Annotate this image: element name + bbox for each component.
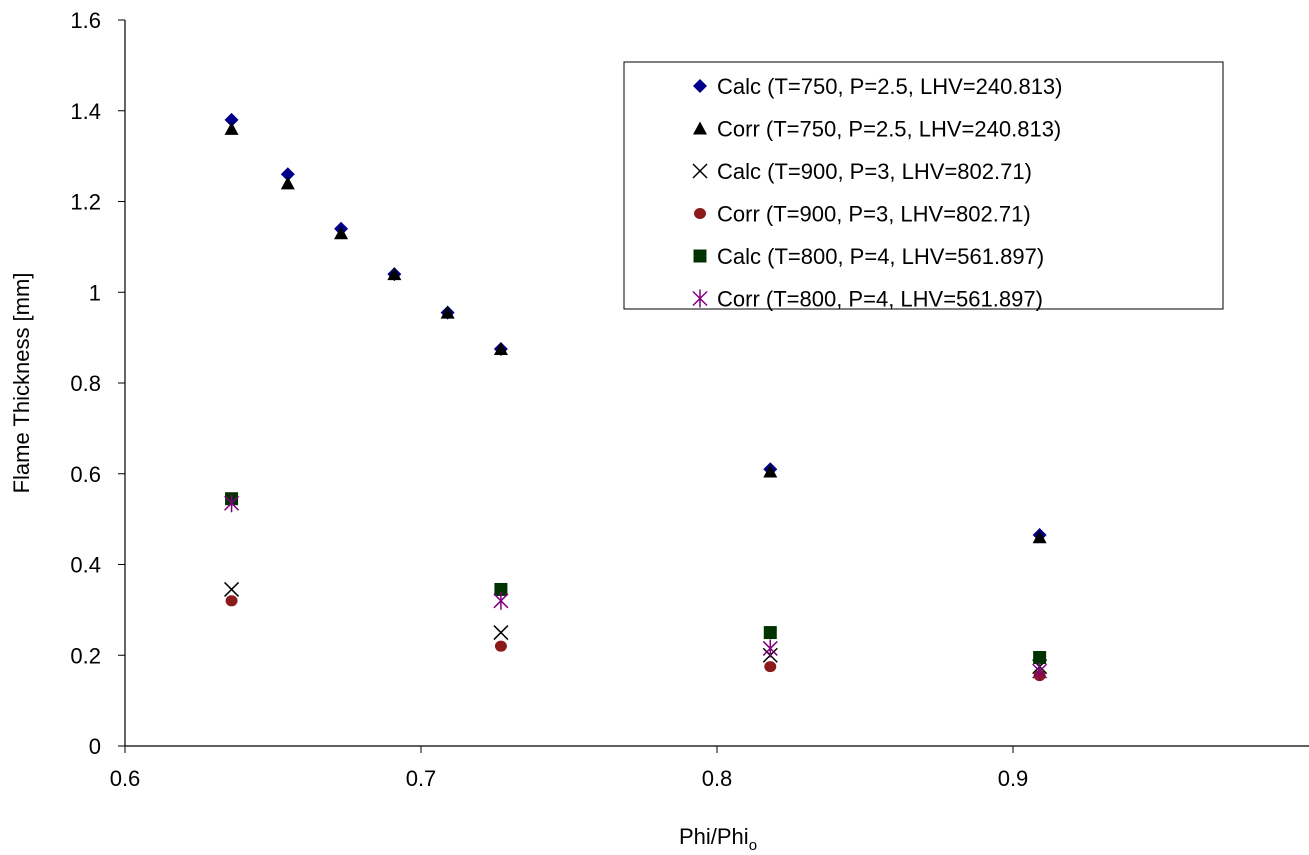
data-point: [493, 591, 509, 610]
legend-label: Calc (T=900, P=3, LHV=802.71): [717, 159, 1032, 184]
legend: Calc (T=750, P=2.5, LHV=240.813) Corr (T=…: [623, 61, 1224, 312]
legend-marker: [693, 121, 707, 135]
legend-marker: [693, 79, 707, 93]
legend-marker: [692, 289, 708, 308]
data-point: [280, 176, 295, 190]
legend-item: Corr (T=750, P=2.5, LHV=240.813): [693, 117, 1061, 142]
data-point: [224, 112, 239, 127]
data-point: [224, 581, 240, 597]
data-point: [494, 582, 508, 596]
x-tick-label: 0.7: [406, 766, 437, 791]
data-point: [224, 121, 239, 135]
data-point: [762, 639, 778, 658]
y-tick-label: 0: [89, 734, 101, 759]
y-axis-title: Flame Thickness [mm]: [9, 273, 34, 494]
data-point: [1033, 651, 1047, 665]
series-3: [224, 581, 1048, 675]
data-point: [280, 167, 295, 182]
y-tick-label: 0.8: [70, 371, 101, 396]
y-tick-label: 1: [89, 280, 101, 305]
data-point: [1032, 530, 1047, 544]
data-point: [225, 595, 238, 607]
data-point: [334, 226, 349, 240]
data-point: [493, 341, 508, 355]
x-tick-label: 0.8: [702, 766, 733, 791]
series-4: [225, 595, 1046, 682]
y-tick-label: 0.6: [70, 462, 101, 487]
y-tick-label: 0.4: [70, 553, 101, 578]
legend-label: Corr (T=800, P=4, LHV=561.897): [717, 287, 1043, 312]
data-point: [387, 267, 402, 281]
data-point: [1032, 662, 1048, 681]
y-tick-label: 1.4: [70, 99, 101, 124]
legend-item: Corr (T=900, P=3, LHV=802.71): [694, 202, 1031, 227]
series-5: [225, 492, 1047, 665]
data-marks: [224, 112, 1048, 682]
legend-label: Calc (T=800, P=4, LHV=561.897): [717, 244, 1044, 269]
series-6: [224, 494, 1048, 681]
legend-marker: [692, 163, 708, 179]
x-axis-title-subscript: o: [749, 837, 757, 854]
x-axis-title: Phi/Phio: [679, 824, 757, 854]
data-point: [494, 640, 507, 652]
legend-item: Calc (T=900, P=3, LHV=802.71): [692, 159, 1032, 184]
x-tick-label: 0.9: [998, 766, 1029, 791]
x-axis-title-main: Phi/Phi: [679, 824, 749, 849]
y-tick-label: 0.2: [70, 643, 101, 668]
y-tick-label: 1.6: [70, 8, 101, 33]
y-tick-label: 1.2: [70, 190, 101, 215]
data-point: [764, 661, 777, 673]
legend-label: Corr (T=750, P=2.5, LHV=240.813): [717, 117, 1061, 142]
data-point: [440, 305, 455, 319]
legend-items: Calc (T=750, P=2.5, LHV=240.813) Corr (T=…: [692, 74, 1063, 312]
series-2: [224, 121, 1047, 544]
legend-label: Calc (T=750, P=2.5, LHV=240.813): [717, 74, 1063, 99]
legend-marker: [694, 208, 706, 219]
legend-item: Calc (T=800, P=4, LHV=561.897): [693, 244, 1044, 269]
legend-label: Corr (T=900, P=3, LHV=802.71): [717, 202, 1031, 227]
x-tick-label: 0.6: [110, 766, 141, 791]
axis-ticks: 0 0.2 0.4 0.6 0.8 1 1.2 1.4 1.6 0.6 0.7 0.8 0.9: [70, 8, 1028, 791]
legend-marker: [693, 249, 707, 263]
data-point: [763, 464, 778, 478]
legend-item: Corr (T=800, P=4, LHV=561.897): [692, 287, 1043, 312]
legend-box: [623, 61, 1224, 310]
data-point: [763, 626, 777, 640]
data-point: [224, 494, 240, 513]
data-point: [493, 625, 509, 641]
legend-item: Calc (T=750, P=2.5, LHV=240.813): [693, 74, 1063, 99]
